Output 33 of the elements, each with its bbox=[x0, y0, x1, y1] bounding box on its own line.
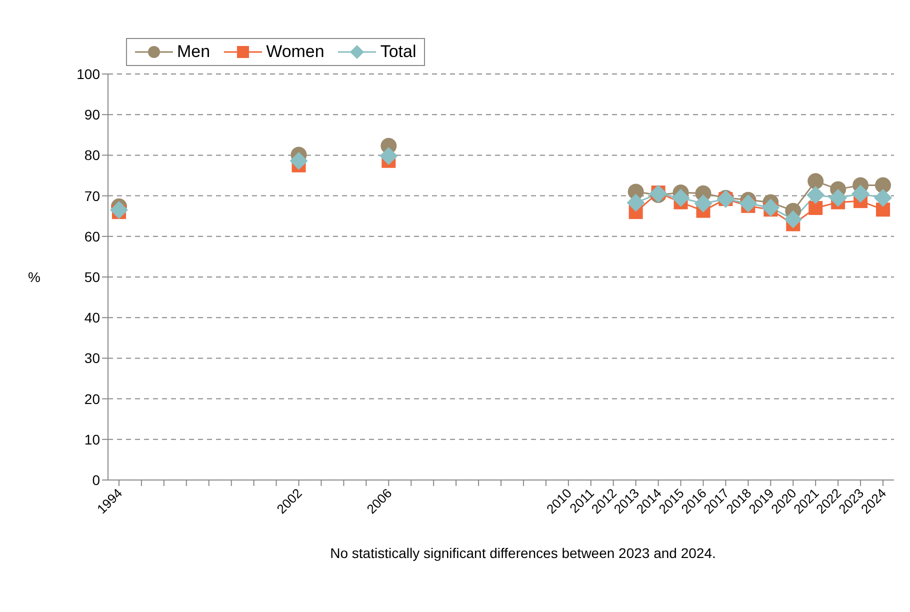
point bbox=[380, 147, 398, 166]
point bbox=[110, 201, 128, 220]
y-tick-label: 50 bbox=[84, 268, 100, 285]
point bbox=[739, 194, 758, 213]
point bbox=[762, 198, 780, 217]
y-axis-title: % bbox=[28, 268, 40, 285]
y-tick-label: 70 bbox=[84, 188, 100, 204]
y-tick-label: 90 bbox=[84, 106, 100, 123]
y-tick-label: 100 bbox=[76, 66, 100, 82]
y-tick-label: 60 bbox=[84, 228, 100, 244]
point bbox=[852, 184, 870, 203]
point bbox=[290, 152, 308, 170]
legend-label: Total bbox=[380, 42, 416, 62]
point bbox=[784, 210, 802, 228]
y-tick-label: 80 bbox=[84, 147, 100, 164]
y-tick-label: 0 bbox=[92, 472, 100, 488]
legend-label: Men bbox=[177, 42, 210, 62]
point bbox=[626, 194, 645, 212]
y-tick-label: 10 bbox=[84, 431, 100, 448]
point bbox=[876, 202, 890, 217]
point bbox=[808, 173, 824, 190]
text: No statistically significant differences between 2023 and 2024. bbox=[330, 545, 716, 561]
y-tick-label: 30 bbox=[84, 350, 100, 366]
point bbox=[874, 188, 892, 207]
point bbox=[829, 188, 848, 207]
point bbox=[808, 200, 823, 215]
point bbox=[875, 177, 891, 194]
y-tick-label: 40 bbox=[84, 310, 100, 326]
legend-label: Women bbox=[266, 42, 324, 62]
point bbox=[694, 194, 712, 213]
point bbox=[806, 186, 825, 204]
y-tick-label: 20 bbox=[84, 390, 100, 407]
point bbox=[672, 188, 690, 207]
